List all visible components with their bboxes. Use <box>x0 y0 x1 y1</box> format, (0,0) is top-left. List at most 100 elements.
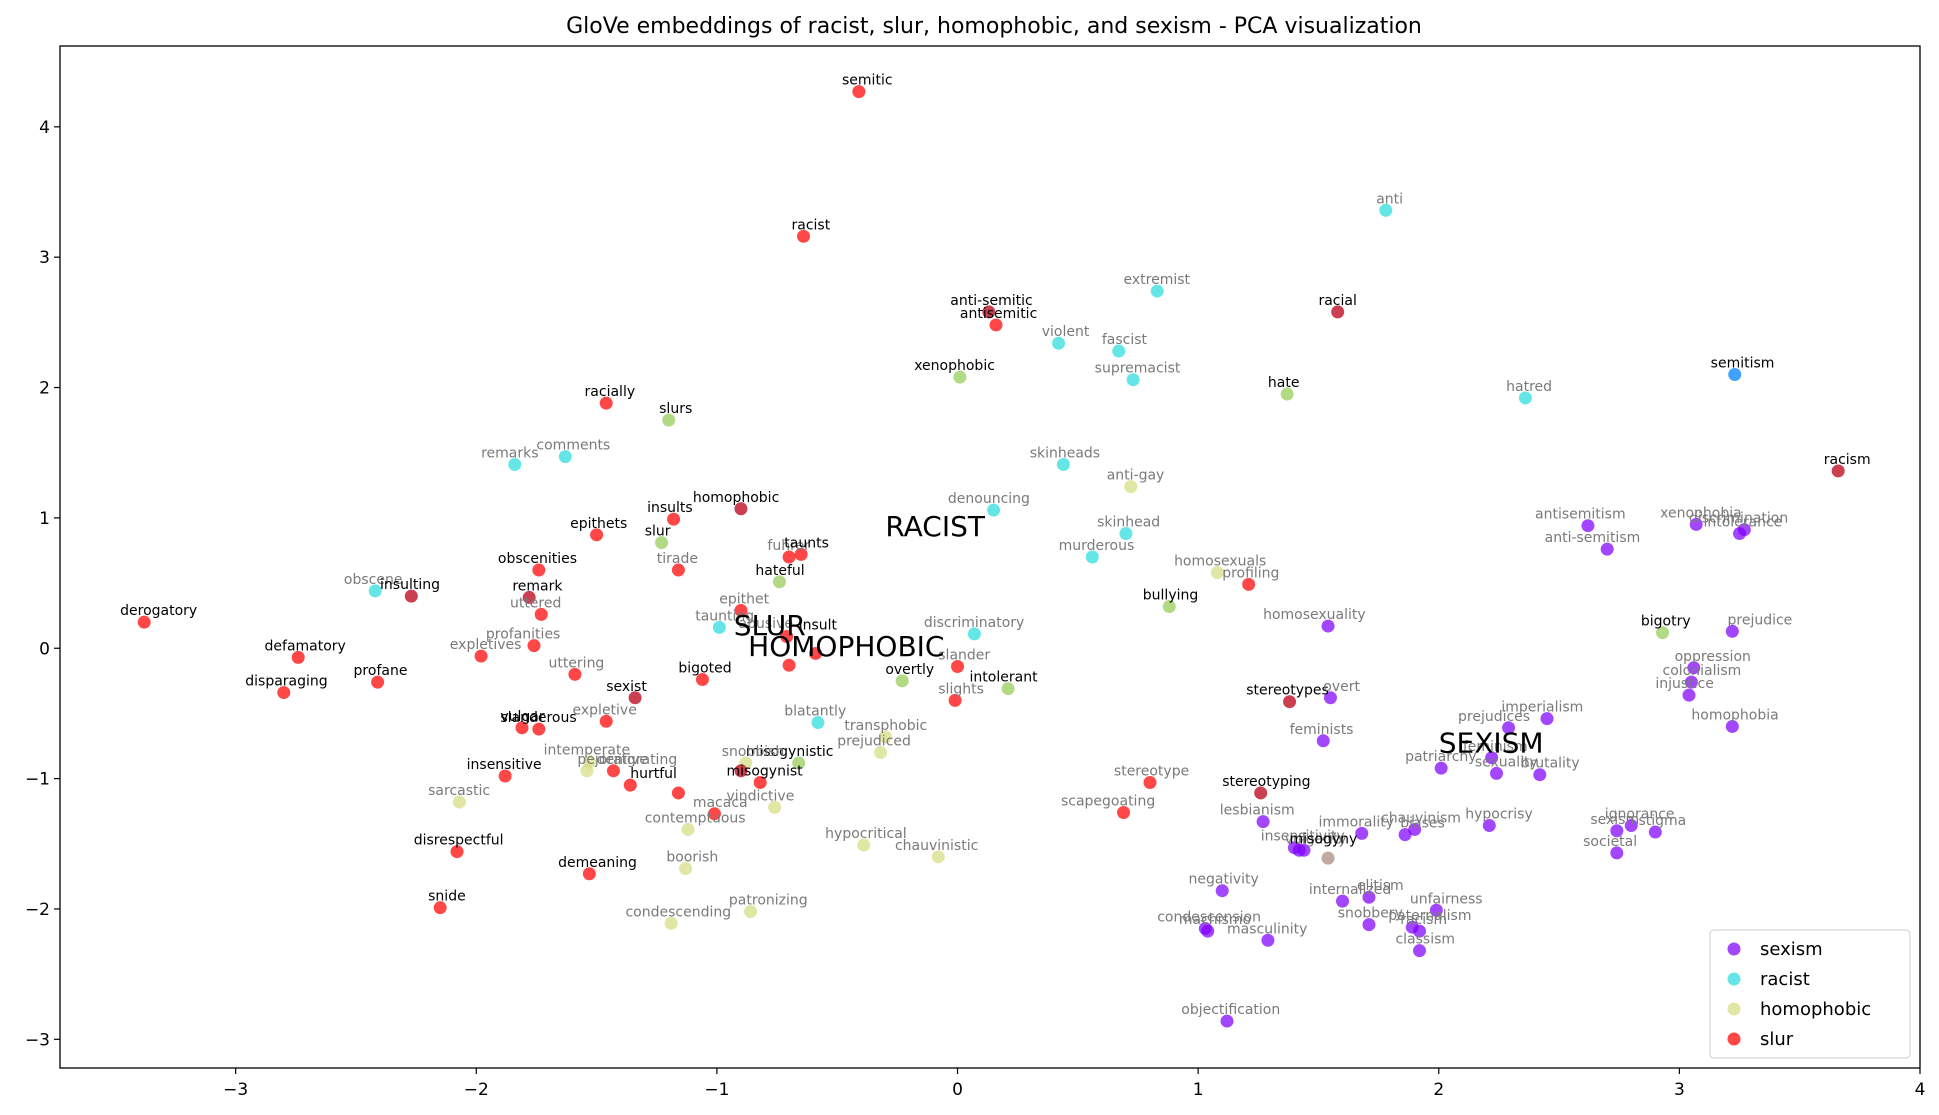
point-racist-3 <box>1112 344 1126 358</box>
point-label: slurs <box>659 401 692 417</box>
legend-label-slur: slur <box>1760 1029 1794 1050</box>
point-homophobic-3 <box>874 746 888 760</box>
point-label: insult <box>799 618 838 634</box>
point-label: obscene <box>344 572 403 588</box>
point-sexism-41 <box>1261 933 1275 947</box>
point-slur-32 <box>753 776 767 790</box>
legend-label-racist: racist <box>1760 969 1810 990</box>
x-tick-label: 1 <box>1193 1080 1204 1100</box>
point-sexism-18 <box>1533 768 1547 782</box>
point-slur-28 <box>515 721 529 735</box>
point-mixed-12 <box>662 413 676 427</box>
legend-box <box>1709 929 1911 1059</box>
point-sexism-19 <box>1624 819 1638 833</box>
point-label: anti-semitic <box>950 293 1032 309</box>
point-label: misogynistic <box>746 744 834 760</box>
point-slur-39 <box>433 901 447 915</box>
point-label: homosexuals <box>1174 554 1266 570</box>
point-mixed-1 <box>1331 305 1345 319</box>
point-label: skinheads <box>1030 445 1100 461</box>
point-racist-11 <box>1085 550 1099 564</box>
point-racist-13 <box>967 627 981 641</box>
point-label: condescending <box>625 904 731 920</box>
category-label: SLUR <box>734 609 806 642</box>
point-slur-38 <box>582 867 596 881</box>
point-racist-1 <box>1150 284 1164 298</box>
point-mixed-7 <box>734 764 748 778</box>
point-label: feminists <box>1290 722 1354 738</box>
point-slur-3 <box>599 396 613 410</box>
point-label: scapegoating <box>1061 794 1155 810</box>
point-label: stereotype <box>1114 764 1189 780</box>
point-slur-31 <box>623 778 637 792</box>
point-label: disrespectful <box>414 833 504 849</box>
point-label: denigrating <box>597 752 678 768</box>
point-label: denouncing <box>948 491 1030 507</box>
point-sexism-4 <box>1733 527 1747 541</box>
legend: sexism racist homophobic slur <box>1709 929 1911 1059</box>
y-tick-label: −1 <box>25 770 50 790</box>
point-slur-23 <box>951 660 965 673</box>
point-label: anti-gay <box>1107 468 1165 484</box>
point-label: insensitivity <box>1261 829 1345 845</box>
point-label: supremacist <box>1095 361 1181 377</box>
point-slur-21 <box>809 646 823 660</box>
point-slur-30 <box>606 764 620 778</box>
point-label: hateful <box>755 563 804 579</box>
chart-title: GloVe embeddings of racist, slur, homoph… <box>566 14 1422 39</box>
point-label: pejorative <box>577 752 648 768</box>
point-sexism-14 <box>1502 721 1516 735</box>
point-label: ignorance <box>1605 807 1675 823</box>
point-label: prejudiced <box>837 734 911 750</box>
point-sexism-21 <box>1648 825 1662 839</box>
point-sexism-32 <box>1336 894 1350 908</box>
category-label: SEXISM <box>1439 727 1544 760</box>
point-label: vulgarity <box>1285 831 1347 847</box>
point-label: hurtful <box>630 766 677 782</box>
marks-layer <box>137 85 1845 1028</box>
point-racist-9 <box>987 503 1001 517</box>
point-mixed-15 <box>1162 600 1176 614</box>
point-slur-18 <box>734 603 748 617</box>
point-label: vindictive <box>727 788 795 804</box>
point-homophobic-9 <box>681 822 695 836</box>
point-label: defamatory <box>265 638 346 654</box>
point-label: uttering <box>548 655 604 671</box>
point-sexism-26 <box>1398 828 1412 842</box>
point-label: intemperate <box>544 743 630 759</box>
x-tick-label: −3 <box>223 1080 248 1100</box>
point-label: insulting <box>380 577 440 593</box>
point-label: negativity <box>1189 872 1259 888</box>
point-label: slander <box>938 648 990 664</box>
y-tick-label: 3 <box>39 248 50 268</box>
point-label: taunts <box>784 535 829 551</box>
point-label: tirade <box>657 551 698 567</box>
point-label: hate <box>1268 375 1300 391</box>
point-label: sexuality <box>1475 754 1538 770</box>
point-sexism-11 <box>1323 691 1337 705</box>
point-label: homophobia <box>1691 707 1778 723</box>
point-homophobic-8 <box>452 795 466 809</box>
point-slur-37 <box>450 845 464 859</box>
point-label: snide <box>428 889 466 905</box>
point-slur-2 <box>989 318 1003 332</box>
point-label: profanities <box>486 627 560 643</box>
point-slur-8 <box>782 550 796 564</box>
point-racist-7 <box>558 450 572 464</box>
point-slur-10 <box>137 615 151 629</box>
point-label: societal <box>1583 834 1637 850</box>
point-label: skinhead <box>1097 515 1160 531</box>
point-slur-7 <box>671 563 685 577</box>
point-label: injustice <box>1655 676 1714 692</box>
point-slur-35 <box>1143 776 1157 790</box>
point-label: profane <box>354 663 408 679</box>
point-sexism-1 <box>1600 542 1614 556</box>
point-slur-33 <box>707 807 721 821</box>
category-label: HOMOPHOBIC <box>748 630 944 663</box>
point-mixed-19 <box>792 756 806 770</box>
point-label: derogatory <box>120 603 197 619</box>
point-sexism-40 <box>1201 924 1215 938</box>
point-label: slights <box>938 681 984 697</box>
point-mixed-13 <box>655 536 669 550</box>
point-label: transphobic <box>844 718 927 734</box>
